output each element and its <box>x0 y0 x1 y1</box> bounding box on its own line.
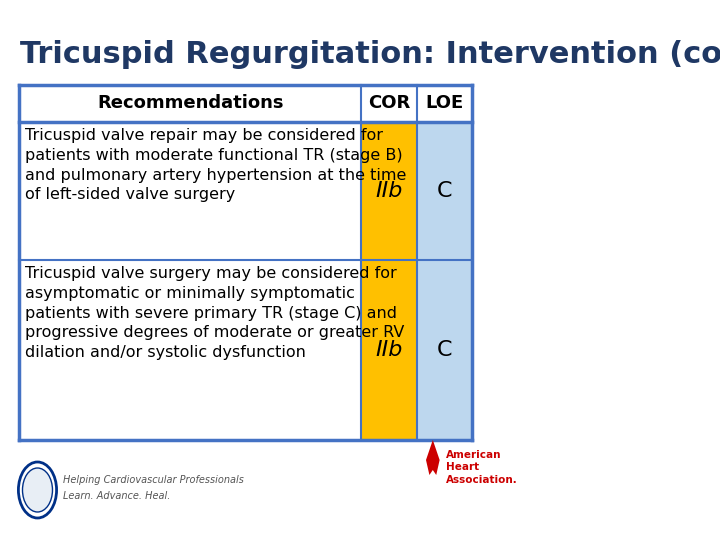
Text: IIb: IIb <box>376 340 403 360</box>
Circle shape <box>22 468 53 512</box>
Text: C: C <box>436 181 452 201</box>
Text: Tricuspid Regurgitation: Intervention (cont.): Tricuspid Regurgitation: Intervention (c… <box>20 40 720 69</box>
Text: Recommendations: Recommendations <box>97 94 284 112</box>
Bar <box>361 260 417 440</box>
Bar <box>417 260 472 440</box>
Polygon shape <box>426 440 440 475</box>
Text: American
Heart
Association.: American Heart Association. <box>446 450 518 485</box>
Text: C: C <box>436 340 452 360</box>
Text: Tricuspid valve surgery may be considered for
asymptomatic or minimally symptoma: Tricuspid valve surgery may be considere… <box>24 266 404 360</box>
Bar <box>417 122 472 260</box>
Bar <box>361 122 417 260</box>
Text: LOE: LOE <box>426 94 464 112</box>
Text: Tricuspid valve repair may be considered for
patients with moderate functional T: Tricuspid valve repair may be considered… <box>24 128 406 202</box>
Text: IIb: IIb <box>376 181 403 201</box>
Text: COR: COR <box>368 94 410 112</box>
Bar <box>19 85 472 122</box>
Text: Learn. Advance. Heal.: Learn. Advance. Heal. <box>63 491 170 501</box>
Text: Helping Cardiovascular Professionals: Helping Cardiovascular Professionals <box>63 475 243 485</box>
